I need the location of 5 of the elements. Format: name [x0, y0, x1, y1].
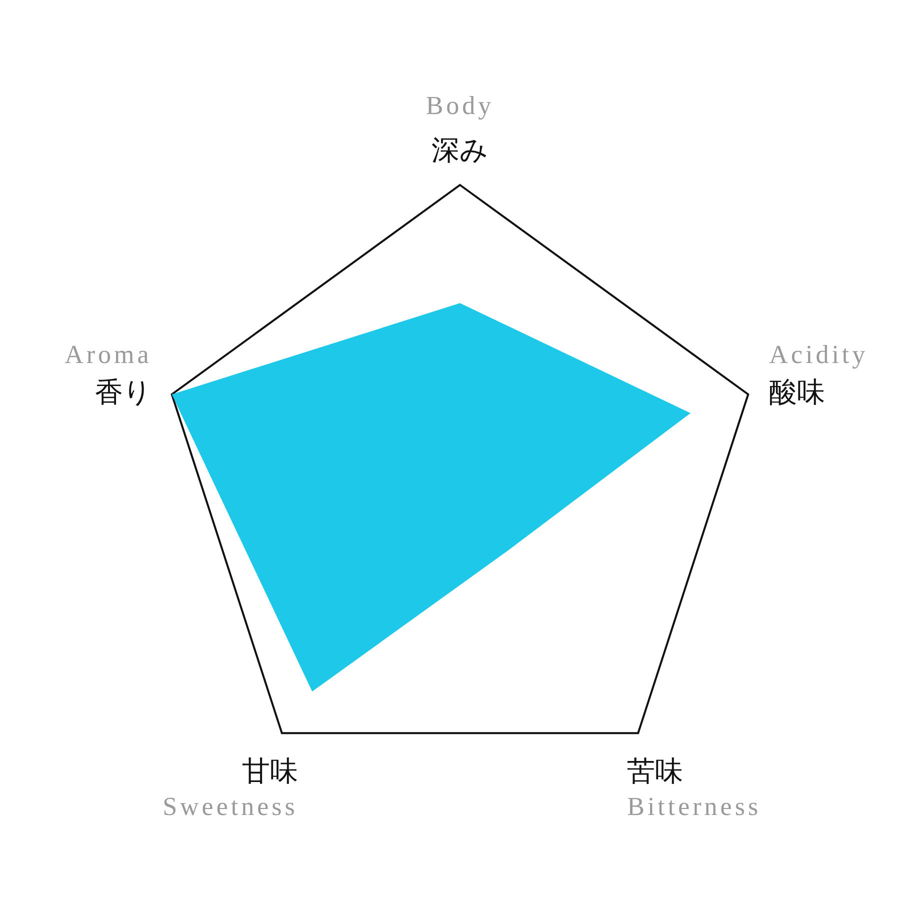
spoke-label: 甘味 Sweetness [162, 754, 298, 821]
spoke-label: Acidity 酸味 [769, 340, 868, 409]
spoke-label: Aroma 香り [64, 340, 152, 409]
spoke-label: 苦味 Bitterness [627, 754, 762, 821]
spoke-label: Body 深み [426, 90, 494, 166]
